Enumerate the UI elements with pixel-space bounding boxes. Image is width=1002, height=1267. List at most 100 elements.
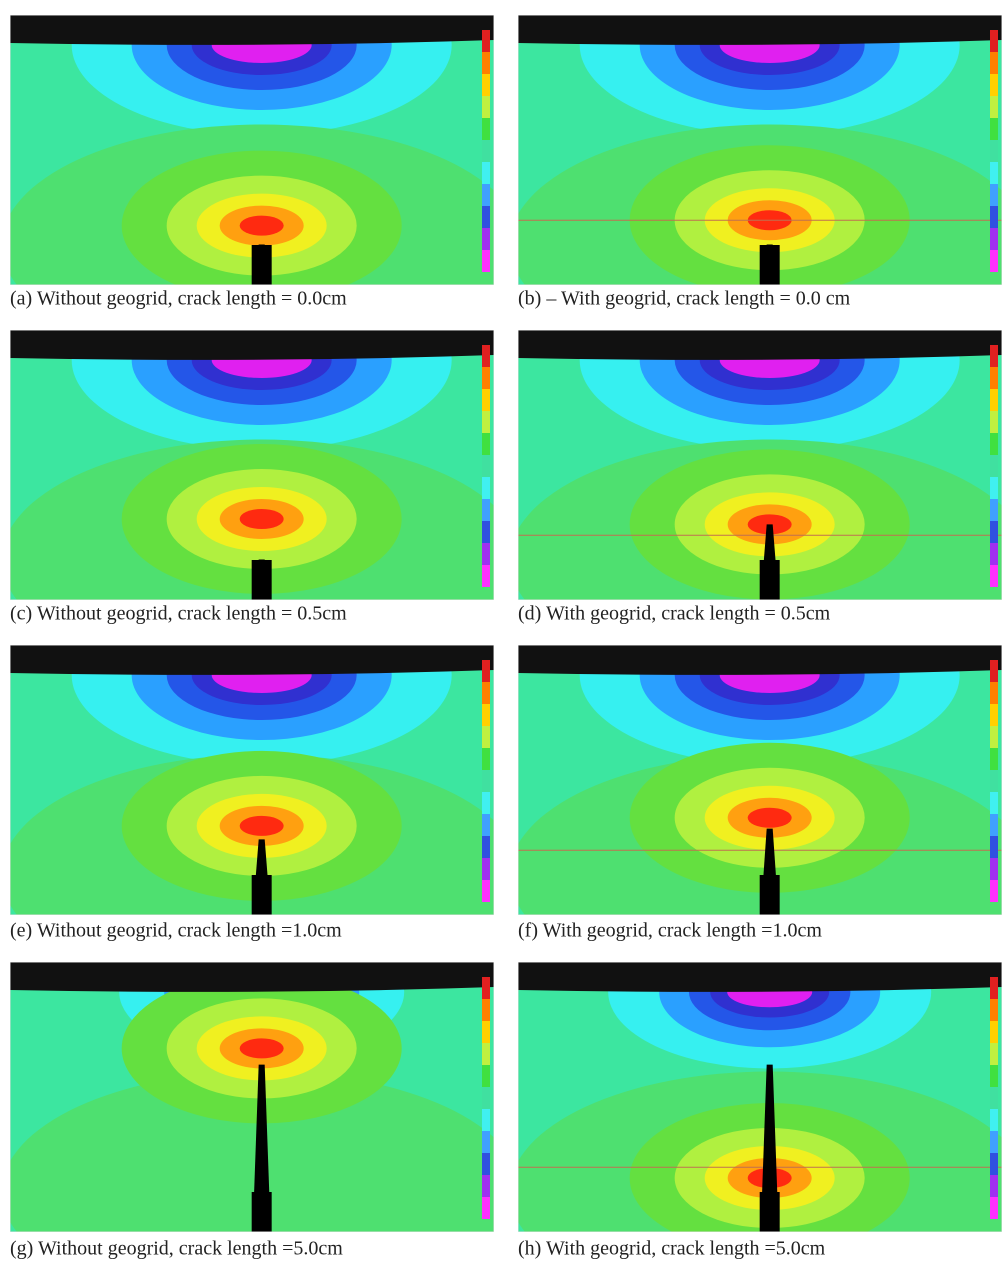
crack-base — [251, 875, 272, 915]
color-bar — [482, 455, 490, 477]
load-plate — [10, 330, 494, 360]
color-bar — [482, 1131, 490, 1153]
crack-base — [251, 1192, 272, 1232]
color-bar — [990, 836, 998, 858]
load-plate — [518, 962, 1002, 992]
color-bar — [990, 792, 998, 814]
color-bar — [990, 411, 998, 433]
color-bar — [482, 206, 490, 228]
crack-base — [251, 560, 272, 600]
color-bar — [990, 814, 998, 836]
load-plate — [10, 15, 494, 45]
caption: (c) Without geogrid, crack length = 0.5c… — [10, 603, 347, 625]
color-bar — [482, 477, 490, 499]
color-bar — [990, 770, 998, 792]
crack-base — [759, 875, 780, 915]
color-bar — [482, 977, 490, 999]
color-bar — [990, 206, 998, 228]
color-bar — [482, 1197, 490, 1219]
caption: (f) With geogrid, crack length =1.0cm — [518, 920, 822, 942]
color-bar — [482, 228, 490, 250]
color-bar — [990, 726, 998, 748]
color-bar — [482, 433, 490, 455]
caption: (d) With geogrid, crack length = 0.5cm — [518, 603, 831, 625]
color-bar — [990, 250, 998, 272]
stress-contour — [239, 215, 284, 236]
stress-contour — [747, 807, 792, 828]
color-bar — [482, 250, 490, 272]
crack-base — [251, 245, 272, 285]
color-bar — [990, 367, 998, 389]
stress-contour — [239, 509, 284, 529]
color-bar — [482, 140, 490, 162]
color-bar — [990, 521, 998, 543]
load-plate — [518, 15, 1002, 45]
color-bar — [482, 389, 490, 411]
stress-contour — [239, 815, 284, 836]
color-bar — [990, 1175, 998, 1197]
color-bar — [990, 389, 998, 411]
load-plate — [518, 645, 1002, 675]
color-bar — [990, 30, 998, 52]
stress-contour — [10, 1071, 494, 1232]
color-bar — [990, 858, 998, 880]
color-bar — [990, 999, 998, 1021]
contour-panel — [10, 330, 494, 600]
color-bar — [482, 521, 490, 543]
color-bar — [482, 543, 490, 565]
color-bar — [990, 1043, 998, 1065]
color-bar — [482, 345, 490, 367]
color-bar — [990, 1087, 998, 1109]
color-bar — [990, 433, 998, 455]
contour-panel — [518, 330, 1002, 600]
color-bar — [482, 30, 490, 52]
color-bar — [482, 118, 490, 140]
color-bar — [482, 770, 490, 792]
contour-panel — [10, 962, 494, 1232]
color-bar — [990, 748, 998, 770]
color-bar — [990, 1065, 998, 1087]
load-plate — [10, 645, 494, 675]
color-bar — [990, 1153, 998, 1175]
color-bar — [990, 118, 998, 140]
crack — [760, 1064, 779, 1232]
color-bar — [482, 1043, 490, 1065]
color-bar — [990, 1109, 998, 1131]
caption: (g) Without geogrid, crack length =5.0cm — [10, 1238, 343, 1260]
color-bar — [482, 726, 490, 748]
stress-contour — [239, 1038, 284, 1059]
color-bar — [482, 565, 490, 587]
color-bar — [482, 1021, 490, 1043]
contour-panel — [518, 15, 1002, 285]
contour-panel — [518, 645, 1002, 915]
color-bar — [482, 836, 490, 858]
caption: (h) With geogrid, crack length =5.0cm — [518, 1238, 826, 1260]
color-bar — [482, 814, 490, 836]
load-plate — [10, 962, 494, 992]
contour-panel — [518, 962, 1002, 1232]
color-bar — [990, 96, 998, 118]
color-bar — [482, 1065, 490, 1087]
color-bar — [482, 499, 490, 521]
contour-panel — [10, 15, 494, 285]
color-bar — [990, 228, 998, 250]
color-bar — [482, 411, 490, 433]
color-bar — [482, 858, 490, 880]
color-bar — [990, 1021, 998, 1043]
color-bar — [990, 977, 998, 999]
color-bar — [482, 704, 490, 726]
color-bar — [990, 880, 998, 902]
caption: (b) – With geogrid, crack length = 0.0 c… — [518, 288, 851, 310]
color-bar — [990, 565, 998, 587]
color-bar — [990, 74, 998, 96]
color-bar — [990, 543, 998, 565]
color-bar — [990, 1197, 998, 1219]
color-bar — [482, 1153, 490, 1175]
color-bar — [990, 1131, 998, 1153]
color-bar — [482, 748, 490, 770]
color-bar — [482, 184, 490, 206]
color-bar — [482, 660, 490, 682]
color-bar — [482, 52, 490, 74]
color-bar — [990, 499, 998, 521]
